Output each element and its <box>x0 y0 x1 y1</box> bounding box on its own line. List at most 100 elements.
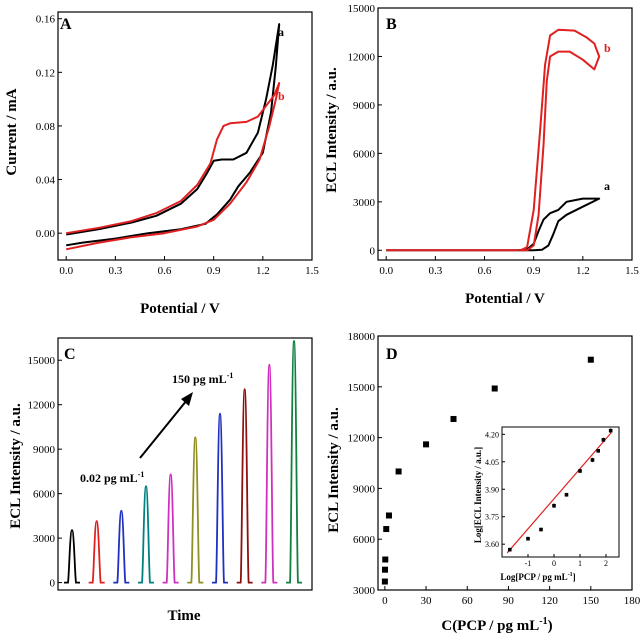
panel-d-x-tick-label: 90 <box>503 595 515 607</box>
panel-b: B Potential / V ECL Intensity / a.u. 0.0… <box>324 3 639 307</box>
inset-data-point <box>508 547 512 552</box>
panel-a-x-tick-label: 1.2 <box>256 265 270 277</box>
panel-c-arrow-line <box>139 399 188 459</box>
inset-data-point <box>608 428 613 433</box>
panel-d-data-point <box>381 578 388 585</box>
panel-c-peak-1 <box>64 529 80 584</box>
panel-a-series-b-label: b <box>278 89 285 103</box>
panel-a-x-tick-label: 0.9 <box>207 265 221 277</box>
panel-c-high-annotation: 150 pg mL-1 <box>172 371 233 386</box>
panel-b-series-b-label: b <box>604 41 611 55</box>
panel-d-x-tick-label: 180 <box>624 595 640 607</box>
panel-d-x-tick-label: 60 <box>462 595 474 607</box>
panel-a-x-tick-label: 1.5 <box>305 265 319 277</box>
inset-data-point <box>552 503 556 508</box>
panel-d-x-tick-label: 0 <box>382 595 388 607</box>
panel-c-peak-5 <box>162 473 179 584</box>
panel-c-peak-3 <box>113 509 130 584</box>
panel-a-y-tick-label: 0.00 <box>36 228 56 240</box>
inset-x-tick-label: -1 <box>525 559 532 568</box>
inset-ylabel: Log[ECL Intensity / a.u.] <box>473 447 483 543</box>
panel-d-data-point <box>450 415 457 422</box>
panel-a-y-tick-label: 0.04 <box>36 175 56 187</box>
panel-c-peak-8 <box>236 388 253 584</box>
panel-a-y-tick-label: 0.12 <box>36 67 55 79</box>
panel-a-ylabel: Current / mA <box>4 88 20 175</box>
panel-d-x-tick-label: 150 <box>583 595 600 607</box>
panel-c-peak-7 <box>212 412 228 584</box>
panel-d-letter: D <box>386 346 398 363</box>
panel-b-ylabel: ECL Intensity / a.u. <box>324 67 340 193</box>
panel-c-y-tick-label: 9000 <box>33 444 56 456</box>
panel-a-xlabel: Potential / V <box>140 301 220 317</box>
inset-y-tick-label: 3.90 <box>485 485 499 494</box>
panel-d-x-tick-label: 120 <box>541 595 558 607</box>
panel-d-y-tick-label: 18000 <box>348 331 376 343</box>
inset-y-tick-label: 3.75 <box>485 513 499 522</box>
panel-d-y-tick-label: 9000 <box>353 483 376 495</box>
panel-d-xlabel: C(PCP / pg mL-1) <box>441 616 552 634</box>
panel-d-data-point <box>382 556 389 563</box>
panel-b-y-tick-label: 0 <box>370 245 376 257</box>
panel-b-series-a-line <box>386 197 601 252</box>
panel-b-series-a-label: a <box>604 179 610 193</box>
panel-b-letter: B <box>386 16 397 33</box>
panel-c-ylabel: ECL Intensity / a.u. <box>8 403 24 529</box>
inset-fit-line <box>506 432 612 554</box>
panel-b-series-b-line <box>386 28 601 252</box>
inset-data-point <box>596 449 600 453</box>
panel-c-peak-4 <box>138 485 154 584</box>
panel-a: A Potential / V Current / mA 0.0 0.3 0.6 0.… <box>4 11 319 317</box>
inset-x-tick-label: 0 <box>552 559 556 568</box>
panel-d-data-point <box>491 385 498 392</box>
panel-a-y-tick-label: 0.16 <box>36 14 56 26</box>
panel-b-x-tick-label: 0.9 <box>527 265 541 277</box>
panel-c: C Time ECL Intensity / a.u. 0.02 pg mL-1… <box>8 337 313 624</box>
panel-a-y-tick-label: 0.08 <box>36 121 56 133</box>
panel-a-letter: A <box>60 16 72 33</box>
inset-x-tick-label: 1 <box>578 559 582 568</box>
panel-c-arrow-head <box>181 392 193 406</box>
panel-c-y-tick-label: 6000 <box>33 489 56 501</box>
panel-c-letter: C <box>64 346 76 363</box>
panel-b-x-tick-label: 0.3 <box>428 265 442 277</box>
panel-b-plot-frame <box>377 7 633 261</box>
inset-plot-frame <box>501 426 620 558</box>
inset-x-tick-label: 2 <box>604 559 608 568</box>
panel-a-series-b-line <box>65 82 281 251</box>
inset-y-tick-label: 3.60 <box>485 540 499 549</box>
panel-a-series-a-line <box>66 23 281 247</box>
inset-data-point <box>526 536 530 541</box>
panel-b-y-tick-label: 15000 <box>348 3 376 15</box>
panel-c-peak-2 <box>88 520 105 584</box>
panel-c-peak-9 <box>261 363 278 584</box>
panel-b-y-tick-label: 6000 <box>353 148 376 160</box>
panel-c-xlabel: Time <box>167 608 200 624</box>
panel-a-series-a-label: a <box>278 25 284 39</box>
panel-b-xlabel: Potential / V <box>465 291 545 307</box>
panel-d-data-point <box>383 526 390 533</box>
panel-d-ylabel: ECL Intensity / a.u. <box>326 407 342 533</box>
panel-b-x-tick-label: 1.2 <box>576 265 590 277</box>
inset-data-point <box>564 492 569 497</box>
inset-data-point <box>590 458 595 462</box>
panel-b-x-tick-label: 1.5 <box>625 265 639 277</box>
panel-d-y-tick-label: 3000 <box>353 585 376 597</box>
panel-a-x-tick-label: 0.0 <box>59 265 73 277</box>
inset-xlabel: Log[PCP / pg mL-1] <box>500 572 575 582</box>
inset-data-point <box>578 469 582 473</box>
panel-d-data-point <box>423 441 430 448</box>
panel-b-x-tick-label: 0.6 <box>478 265 492 277</box>
panel-d-y-tick-label: 12000 <box>348 433 376 445</box>
inset-y-tick-label: 4.05 <box>485 458 499 467</box>
panel-a-plot-frame <box>57 11 313 261</box>
panel-c-y-tick-label: 12000 <box>28 400 56 412</box>
panel-c-plot-frame <box>57 337 313 591</box>
panel-d-data-point <box>587 356 594 363</box>
panel-b-y-tick-label: 9000 <box>353 100 376 112</box>
panel-d: D C(PCP / pg mL-1) ECL Intensity / a.u. … <box>326 331 640 634</box>
panel-b-y-tick-label: 12000 <box>348 51 376 63</box>
panel-c-peak-10 <box>286 340 302 584</box>
panel-b-x-tick-label: 0.0 <box>379 265 393 277</box>
